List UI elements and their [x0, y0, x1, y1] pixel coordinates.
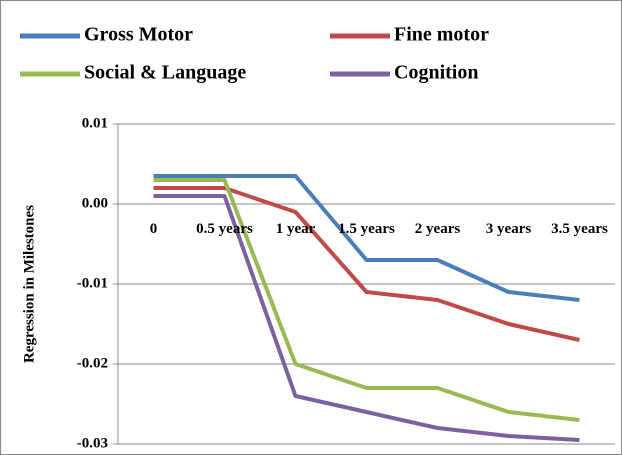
y-axis-title: Regression in Milestones — [21, 205, 37, 363]
y-tick-label: -0.03 — [77, 435, 108, 451]
legend-label: Gross Motor — [84, 24, 193, 46]
series-line — [153, 178, 580, 422]
x-tick-label: 0 — [149, 221, 158, 237]
x-tick-label: 3.5 years — [551, 221, 608, 237]
y-tick-label: -0.01 — [77, 275, 108, 291]
legend-label: Social & Language — [84, 62, 246, 84]
x-tick-label: 2 years — [414, 221, 461, 237]
series-line — [153, 194, 580, 442]
legend-label: Cognition — [394, 62, 478, 84]
legend-label: Fine motor — [394, 24, 489, 46]
x-tick-label: 1 year — [275, 221, 316, 237]
y-tick-label: -0.02 — [77, 355, 108, 371]
x-tick-label: 3 years — [485, 221, 532, 237]
y-tick-label: 0.00 — [82, 195, 108, 211]
series-line — [153, 174, 580, 302]
x-tick-label: 1.5 years — [338, 221, 395, 237]
y-tick-label: 0.01 — [82, 115, 108, 131]
x-tick-label: 0.5 years — [196, 221, 253, 237]
series-line — [153, 186, 580, 342]
